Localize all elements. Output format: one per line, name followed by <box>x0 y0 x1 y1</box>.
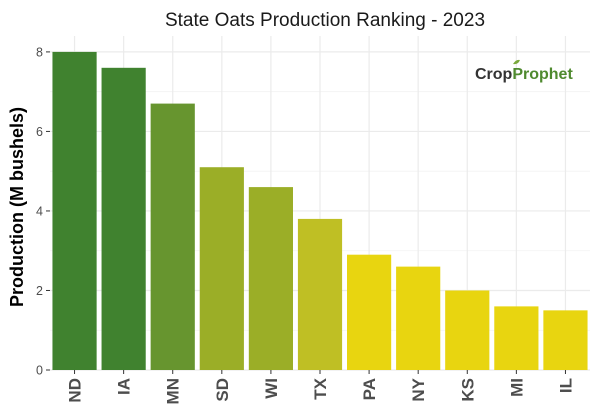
bar-tx <box>297 218 343 370</box>
x-tick-label-ks: KS <box>458 378 477 402</box>
x-tick-label-tx: TX <box>311 377 330 399</box>
y-tick-label: 0 <box>36 364 43 378</box>
bar-ny <box>396 266 441 370</box>
y-tick-label: 2 <box>36 284 43 298</box>
bar-mi <box>494 306 539 370</box>
bar-ia <box>101 67 146 371</box>
logo-text-prophet: Prophet <box>512 66 573 83</box>
x-tick-label-mi: MI <box>507 378 526 397</box>
x-tick-label-sd: SD <box>213 378 232 402</box>
x-axis-ticks: ND IA MN SD WI TX PA NY KS MI IL <box>66 370 575 404</box>
svg-text:CropProphet: CropProphet <box>475 66 573 83</box>
x-tick-label-ny: NY <box>409 377 428 401</box>
logo-text-crop: Crop <box>475 66 513 83</box>
bar-nd <box>52 51 97 371</box>
bar-ks <box>445 290 490 370</box>
leaf-icon <box>513 59 520 65</box>
bar-il <box>543 310 588 370</box>
bar-sd <box>199 167 244 370</box>
cropprophet-logo: CropProphet <box>475 59 573 83</box>
bars <box>52 51 588 371</box>
x-tick-label-nd: ND <box>66 378 85 403</box>
bar-pa <box>347 254 392 370</box>
x-tick-label-pa: PA <box>360 378 379 400</box>
x-tick-label-il: IL <box>556 378 575 393</box>
y-axis-ticks: 0 2 4 6 8 <box>36 45 50 378</box>
y-axis-label: Production (M bushels) <box>7 107 27 307</box>
y-tick-label: 6 <box>36 125 43 139</box>
x-tick-label-ia: IA <box>115 378 134 395</box>
x-tick-label-wi: WI <box>262 378 281 399</box>
chart-title: State Oats Production Ranking - 2023 <box>165 10 485 31</box>
x-tick-label-mn: MN <box>164 378 183 404</box>
bar-wi <box>248 187 293 370</box>
bar-mn <box>150 103 195 370</box>
y-tick-label: 8 <box>36 45 43 59</box>
y-tick-label: 4 <box>36 204 43 218</box>
